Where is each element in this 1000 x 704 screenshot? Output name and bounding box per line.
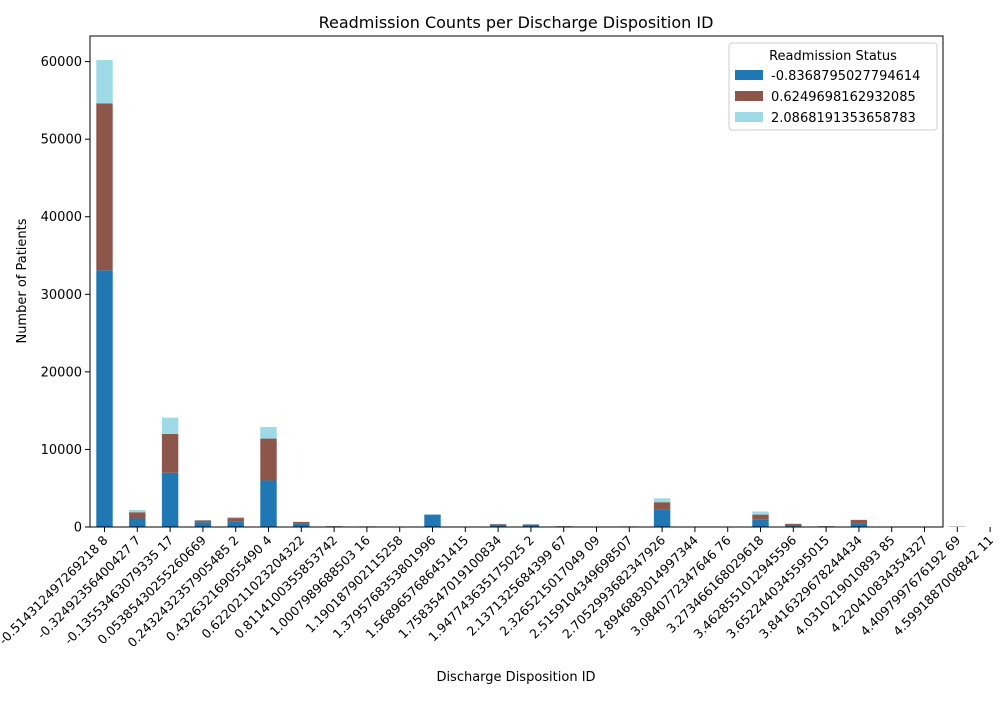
bar-segment (260, 480, 276, 527)
bar-segment (129, 512, 145, 518)
bar-segment (752, 515, 768, 520)
y-tick-label: 20000 (41, 365, 82, 380)
bar-segment (228, 521, 244, 527)
legend-entry: 2.0868191353658783 (771, 111, 916, 126)
bar-segment (654, 502, 670, 509)
legend-entry: -0.8368795027794614 (771, 69, 920, 84)
y-tick-label: 10000 (41, 443, 82, 458)
bar-segment (162, 434, 178, 473)
bar-segment (752, 519, 768, 527)
bar-segment (851, 523, 867, 527)
bar-segment (654, 498, 670, 502)
x-axis-label: Discharge Disposition ID (436, 670, 595, 685)
y-tick-label: 30000 (41, 288, 82, 303)
legend-entry: 0.6249698162932085 (771, 90, 916, 105)
legend-swatch (735, 91, 763, 101)
bar-segment (752, 511, 768, 514)
bar-segment (228, 518, 244, 521)
y-axis-label: Number of Patients (15, 218, 30, 343)
y-tick-label: 40000 (41, 210, 82, 225)
y-tick-label: 0 (74, 521, 82, 536)
legend-swatch (735, 112, 763, 122)
chart-title: Readmission Counts per Discharge Disposi… (319, 13, 714, 32)
bar-segment (851, 520, 867, 523)
bar-segment (260, 439, 276, 481)
bar-segment (129, 518, 145, 527)
bar-segment (162, 418, 178, 434)
bar-segment (293, 522, 309, 524)
bar-segment (424, 515, 440, 527)
bar-segment (260, 427, 276, 439)
bar-segment (96, 103, 112, 270)
bar-segment (654, 509, 670, 527)
bar-segment (195, 520, 211, 522)
y-tick-label: 50000 (41, 133, 82, 148)
bar-segment (785, 524, 801, 525)
bar-segment (162, 473, 178, 527)
legend: Readmission Status -0.8368795027794614 0.6… (729, 43, 937, 130)
y-tick-label: 60000 (41, 55, 82, 70)
legend-title: Readmission Status (769, 49, 897, 64)
bar-segment (195, 522, 211, 527)
bar-segment (490, 524, 506, 525)
bar-segment (96, 60, 112, 103)
bar-segment (96, 270, 112, 527)
bar-segment (228, 517, 244, 518)
bar-segment (129, 510, 145, 512)
legend-swatch (735, 70, 763, 80)
